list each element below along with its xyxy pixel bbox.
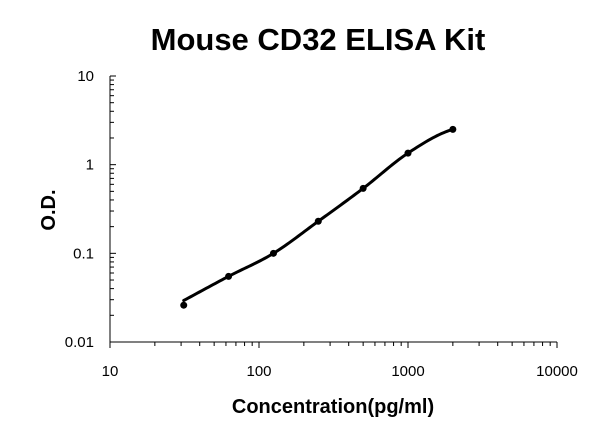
y-tick-label: 1 xyxy=(86,157,94,174)
ticks xyxy=(109,75,558,348)
x-axis-label: Concentration(pg/ml) xyxy=(232,396,434,418)
fit-curve xyxy=(182,127,455,302)
y-axis-label: O.D. xyxy=(38,189,60,230)
data-point xyxy=(404,149,412,157)
data-point xyxy=(314,217,322,225)
data-point xyxy=(269,249,277,257)
y-tick-label: 0.1 xyxy=(73,245,94,262)
x-tick-label: 10 xyxy=(102,363,119,380)
tick-labels: 10 100 1000 10000 0.01 0.1 1 10 xyxy=(65,68,578,380)
data-point xyxy=(449,125,457,133)
x-tick-label: 10000 xyxy=(536,363,578,380)
data-point xyxy=(180,301,188,309)
data-point xyxy=(225,272,233,280)
data-point xyxy=(359,184,367,192)
data-points xyxy=(180,125,457,309)
x-tick-label: 1000 xyxy=(391,363,424,380)
y-tick-label: 10 xyxy=(77,68,94,85)
chart-title: Mouse CD32 ELISA Kit xyxy=(151,22,486,57)
y-tick-label: 0.01 xyxy=(65,334,94,351)
x-tick-label: 100 xyxy=(246,363,271,380)
axes xyxy=(109,76,557,343)
